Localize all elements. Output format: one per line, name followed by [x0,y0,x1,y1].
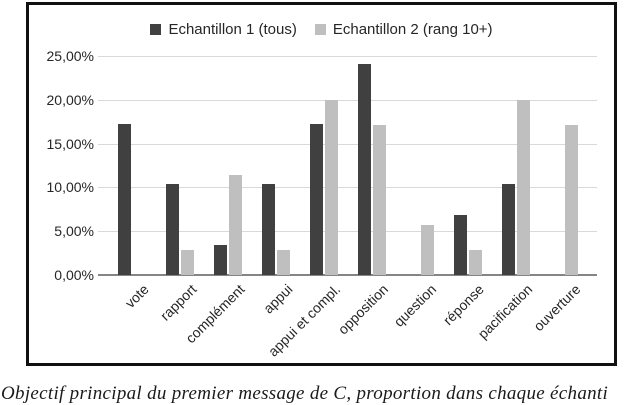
bar [454,215,467,275]
gridline [98,187,597,189]
x-axis-line [98,274,597,276]
legend-swatch-light [314,24,326,35]
y-tick-label: 15,00% [46,135,94,152]
legend-label-echantillon-2: Echantillon 2 (rang 10+) [332,21,493,38]
gridline [98,231,597,233]
bar [565,125,578,275]
legend-item-echantillon-1: Echantillon 1 (tous) [150,21,297,38]
bar [118,124,131,275]
y-tick-label: 10,00% [46,179,94,196]
legend-label-echantillon-1: Echantillon 1 (tous) [168,21,297,38]
y-tick-label: 20,00% [46,91,94,108]
gridline [98,143,597,145]
legend-swatch-dark [150,24,162,35]
bar [373,125,386,275]
bar [325,100,338,275]
plot-area [98,56,597,276]
bar [310,124,323,275]
bar [502,184,515,275]
chart-legend: Echantillon 1 (tous) Echantillon 2 (rang… [26,21,617,38]
bar [421,225,434,275]
legend-item-echantillon-2: Echantillon 2 (rang 10+) [314,21,493,38]
bar [358,64,371,275]
bar [517,100,530,275]
y-tick-label: 0,00% [54,267,94,283]
gridline [98,56,597,57]
y-tick-label: 5,00% [54,223,94,240]
bar [262,184,275,275]
y-axis: 0,00% 5,00% 10,00% 15,00% 20,00% 25,00% [26,48,94,283]
bar [229,175,242,275]
figure-caption: Objectif principal du premier message de… [1,383,609,404]
bar [469,250,482,275]
gridline [98,99,597,101]
y-tick-label: 25,00% [46,48,94,64]
bar [277,250,290,275]
bar [214,245,227,275]
bar [181,250,194,275]
bar [166,184,179,275]
